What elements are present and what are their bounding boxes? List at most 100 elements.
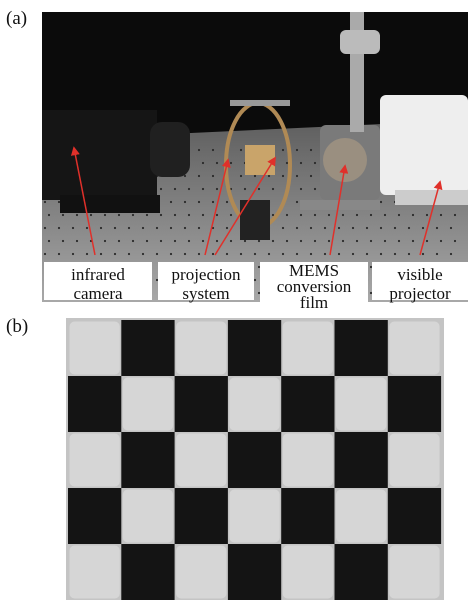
table-hole xyxy=(100,253,102,255)
table-hole xyxy=(310,253,312,255)
table-hole xyxy=(450,253,452,255)
table-hole xyxy=(254,279,256,281)
table-hole xyxy=(198,227,200,229)
table-hole xyxy=(240,149,242,151)
table-hole xyxy=(286,162,288,164)
light-square xyxy=(176,434,226,487)
table-hole xyxy=(184,227,186,229)
table-hole xyxy=(282,253,284,255)
table-hole xyxy=(198,175,200,177)
table-hole xyxy=(296,227,298,229)
table-hole xyxy=(104,214,106,216)
table-hole xyxy=(216,162,218,164)
table-hole xyxy=(188,240,190,242)
light-square xyxy=(229,490,279,543)
photo xyxy=(42,12,468,302)
panel-label: (b) xyxy=(6,316,28,337)
table-hole xyxy=(240,175,242,177)
table-hole xyxy=(398,214,400,216)
table-hole xyxy=(58,253,60,255)
table-hole xyxy=(86,253,88,255)
table-hole xyxy=(118,240,120,242)
table-hole xyxy=(342,214,344,216)
table-hole xyxy=(188,214,190,216)
table-hole xyxy=(296,253,298,255)
table-hole xyxy=(184,253,186,255)
table-hole xyxy=(272,188,274,190)
table-hole xyxy=(146,214,148,216)
dark-square xyxy=(388,488,441,544)
table-hole xyxy=(160,214,162,216)
table-hole xyxy=(202,240,204,242)
table-hole xyxy=(212,149,214,151)
panel-label: (a) xyxy=(6,8,27,29)
table-hole xyxy=(314,214,316,216)
figure: (a) infraredcameraprojectionsystemMEMSco… xyxy=(0,0,468,602)
dark-square xyxy=(281,488,334,544)
dark-square xyxy=(175,376,228,432)
light-square xyxy=(123,378,173,431)
light-square xyxy=(389,434,439,487)
table-hole xyxy=(300,188,302,190)
table-hole xyxy=(226,227,228,229)
table-hole xyxy=(408,253,410,255)
table-hole xyxy=(310,149,312,151)
table-hole xyxy=(384,240,386,242)
table-hole xyxy=(62,214,64,216)
table-hole xyxy=(230,240,232,242)
table-hole xyxy=(142,253,144,255)
table-hole xyxy=(394,253,396,255)
table-hole xyxy=(342,240,344,242)
dark-square xyxy=(388,376,441,432)
table-hole xyxy=(272,214,274,216)
table-hole xyxy=(58,201,60,203)
table-hole xyxy=(216,240,218,242)
annotation-text: film xyxy=(300,293,328,312)
table-hole xyxy=(324,253,326,255)
table-hole xyxy=(114,253,116,255)
table-hole xyxy=(380,201,382,203)
table-hole xyxy=(366,253,368,255)
table-hole xyxy=(86,227,88,229)
table-hole xyxy=(212,175,214,177)
table-hole xyxy=(156,227,158,229)
table-hole xyxy=(370,240,372,242)
dark-square xyxy=(335,432,388,488)
table-hole xyxy=(202,162,204,164)
table-hole xyxy=(58,227,60,229)
table-hole xyxy=(212,253,214,255)
table-hole xyxy=(216,214,218,216)
annotation-text: visible xyxy=(397,265,442,284)
table-hole xyxy=(356,214,358,216)
table-hole xyxy=(286,214,288,216)
light-square xyxy=(336,378,386,431)
table-hole xyxy=(300,240,302,242)
table-hole xyxy=(142,227,144,229)
light-square xyxy=(229,378,279,431)
table-hole xyxy=(282,175,284,177)
table-hole xyxy=(300,214,302,216)
table-hole xyxy=(454,240,456,242)
table-hole xyxy=(338,227,340,229)
table-hole xyxy=(296,149,298,151)
table-hole xyxy=(384,214,386,216)
table-hole xyxy=(328,214,330,216)
dark-square xyxy=(228,320,281,376)
table-hole xyxy=(314,188,316,190)
table-hole xyxy=(454,214,456,216)
table-hole xyxy=(450,227,452,229)
table-hole xyxy=(286,240,288,242)
table-hole xyxy=(352,253,354,255)
table-hole xyxy=(380,253,382,255)
table-hole xyxy=(328,240,330,242)
table-hole xyxy=(370,292,372,294)
dark-square xyxy=(335,544,388,600)
light-square xyxy=(70,546,120,599)
table-hole xyxy=(398,240,400,242)
table-hole xyxy=(426,214,428,216)
table-hole xyxy=(114,227,116,229)
table-hole xyxy=(128,227,130,229)
light-square xyxy=(283,434,333,487)
light-square xyxy=(176,322,226,375)
dark-square xyxy=(121,432,174,488)
